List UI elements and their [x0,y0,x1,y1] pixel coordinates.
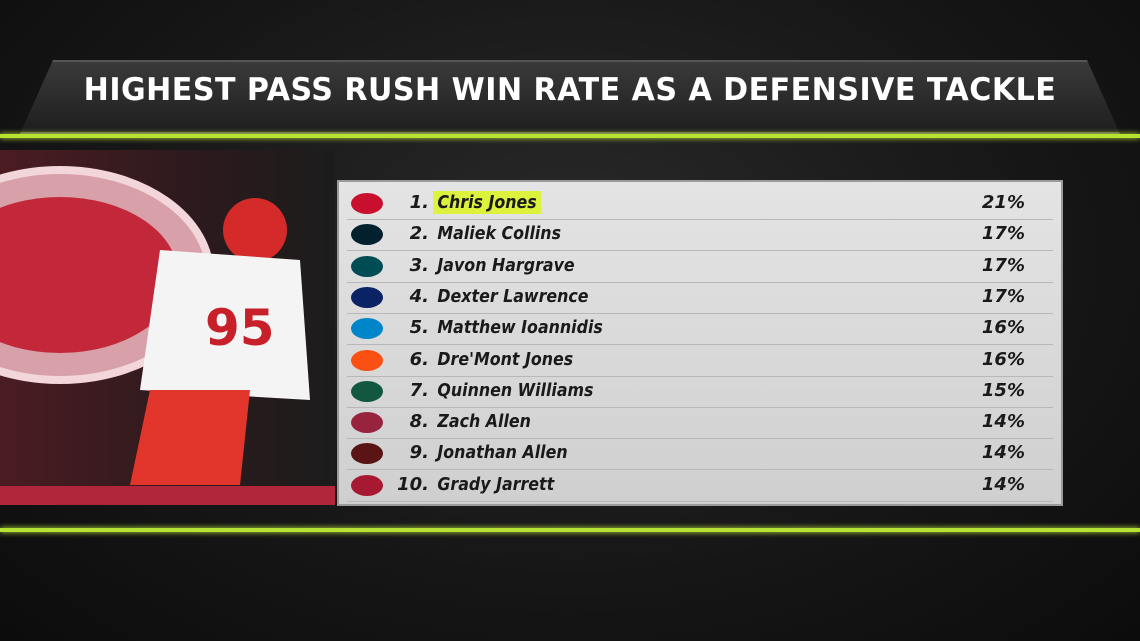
win-rate: 14% [981,473,1025,495]
player-name: Quinnen Williams [437,379,594,401]
team-logo [351,224,383,246]
rank: 6. [409,348,429,370]
win-rate: 15% [981,379,1025,401]
accent-bar [0,486,335,505]
player-name: Matthew Ioannidis [437,317,603,339]
team-logo [351,349,383,371]
win-rate: 14% [981,411,1025,433]
table-row: 7. Quinnen Williams 15% [347,376,1053,408]
team-logo [351,318,383,340]
table-row: 10. Grady Jarrett 14% [347,470,1053,502]
team-logo [351,193,383,214]
player-panel: 95 [0,150,335,505]
player-name: Grady Jarrett [437,473,555,495]
table-row: 6. Dre'Mont Jones 16% [347,345,1053,377]
player-art: 95 [0,166,310,485]
player-name: Jonathan Allen [437,442,568,464]
player-name: Chris Jones [433,191,542,214]
accent-line [0,528,1140,532]
rank: 9. [409,442,429,464]
win-rate: 17% [981,254,1025,276]
jersey [140,250,310,400]
table-row: 9. Jonathan Allen 14% [347,438,1053,471]
table-row: 5. Matthew Ioannidis 16% [347,313,1053,346]
team-logo [351,412,383,434]
player-name: Dre'Mont Jones [437,348,574,370]
team-logo [351,286,383,308]
win-rate: 16% [981,317,1025,339]
rank: 4. [409,285,429,307]
player-name: Maliek Collins [437,223,562,245]
rank: 10. [397,473,429,495]
team-logo-art [0,197,178,353]
rank: 5. [409,317,429,339]
table-row: 8. Zach Allen 14% [347,407,1053,440]
team-logo [351,474,383,496]
player-name: Dexter Lawrence [437,285,589,307]
pants [130,390,250,485]
player-name: Javon Hargrave [437,254,575,276]
table-row: 1. Chris Jones 21% [347,188,1053,220]
title: HIGHEST PASS RUSH WIN RATE AS A DEFENSIV… [83,72,1057,108]
player-name: Zach Allen [437,411,531,433]
win-rate: 16% [981,348,1025,370]
accent-line [0,134,1140,138]
table-row: 3. Javon Hargrave 17% [347,251,1053,283]
win-rate: 14% [981,442,1025,464]
team-logo [351,255,383,277]
rank: 7. [409,379,429,401]
win-rate: 17% [981,285,1025,307]
rank: 3. [409,254,429,276]
rank: 2. [409,223,429,245]
title-banner [20,60,1120,134]
team-logo [351,380,383,402]
rank: 8. [409,411,429,433]
win-rate: 21% [981,192,1025,213]
jersey-number: 95 [205,299,275,357]
rank: 1. [409,192,429,213]
team-logo [351,443,383,465]
table-row: 4. Dexter Lawrence 17% [347,282,1053,314]
win-rate: 17% [981,223,1025,245]
table-row: 2. Maliek Collins 17% [347,219,1053,252]
ranking-table: 1. Chris Jones 21% 2. Maliek Collins 17% 3. Jav… [337,180,1063,506]
helmet [223,198,287,262]
